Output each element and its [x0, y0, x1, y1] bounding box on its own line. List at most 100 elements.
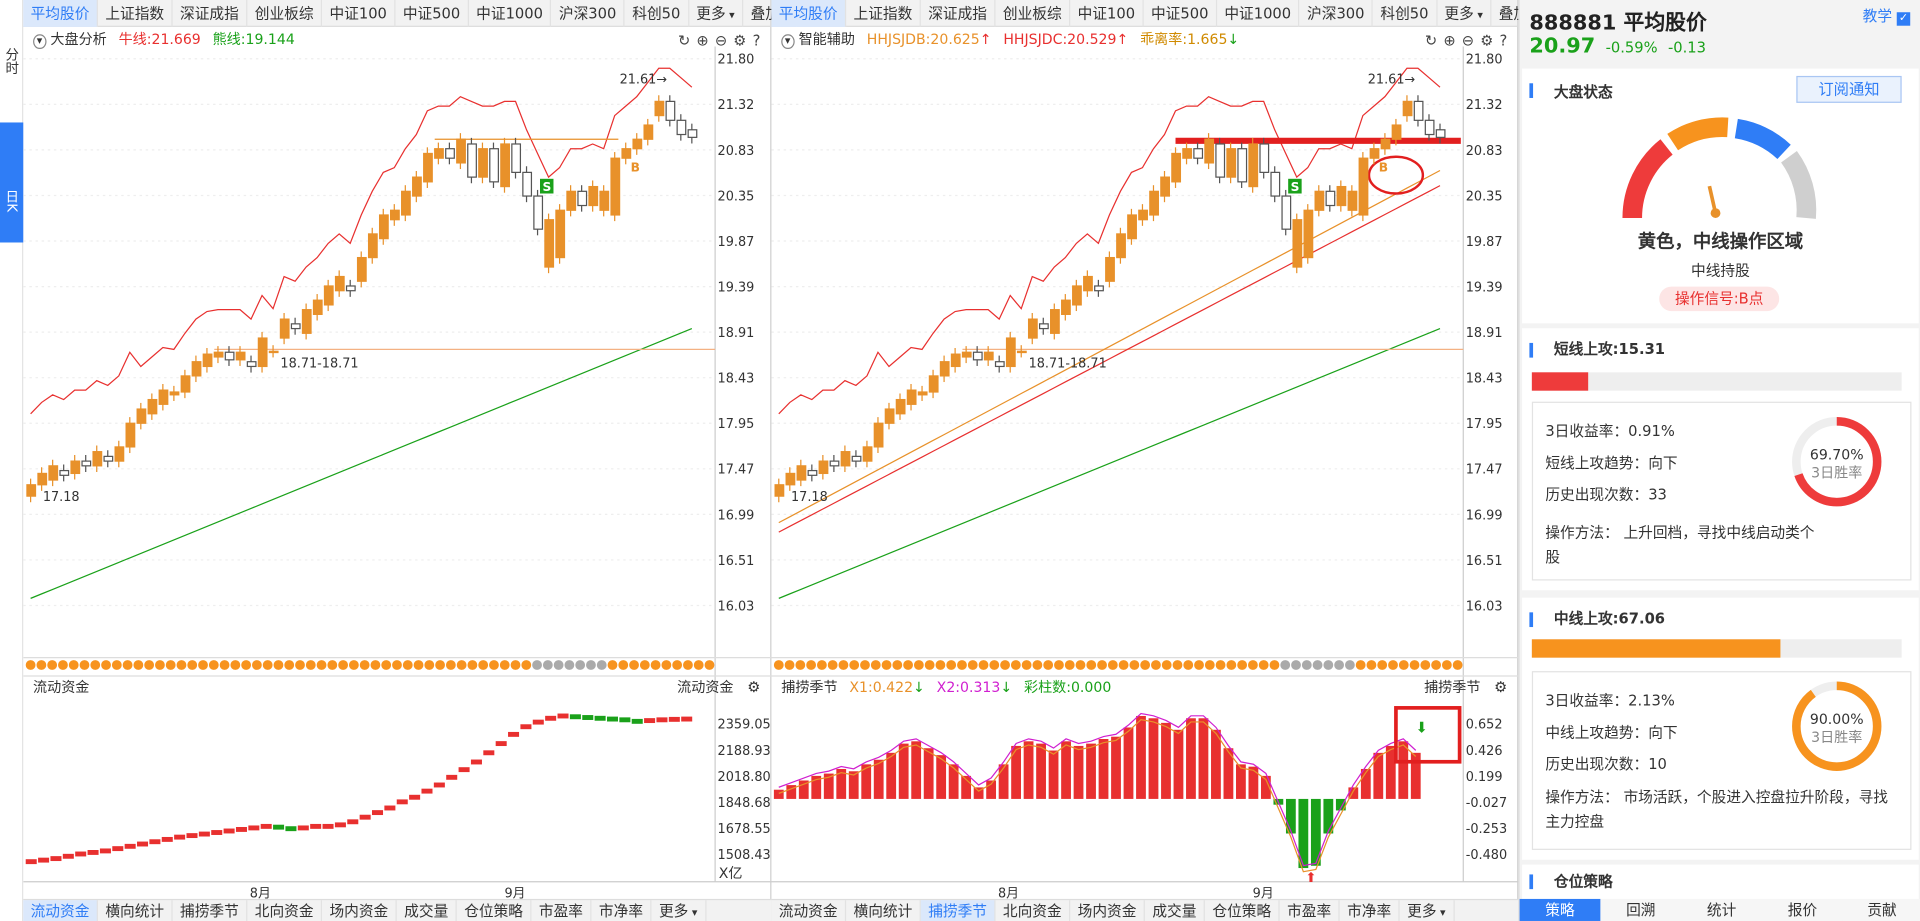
- help-icon[interactable]: ?: [1499, 31, 1508, 49]
- market-status-card: 大盘状态 订阅通知 黄色，中线操作区域 中线持股 操作信号:B点: [1522, 68, 1919, 324]
- tab-pb[interactable]: 市净率: [592, 900, 652, 921]
- tab-statistics[interactable]: 统计: [1681, 898, 1763, 921]
- tab-zz1000[interactable]: 中证1000: [469, 0, 552, 27]
- tab-season[interactable]: 捕捞季节: [173, 900, 248, 921]
- tab-horizontal-stats[interactable]: 横向统计: [98, 900, 173, 921]
- tab-position[interactable]: 仓位策略: [457, 900, 532, 921]
- gear-icon[interactable]: ⚙: [1494, 678, 1508, 696]
- tab-hs300[interactable]: 沪深300: [1300, 0, 1374, 27]
- right-chart-canvas[interactable]: 21.80 21.32 20.83 20.35 19.87 19.39 18.91 18.43…: [771, 0, 1519, 921]
- section-marker: [1529, 612, 1534, 628]
- teach-link[interactable]: 教学 ✓: [1863, 5, 1911, 26]
- sub-indicator-name-right[interactable]: 捕捞季节: [1424, 678, 1481, 696]
- sub-indicator-name[interactable]: 捕捞季节: [781, 678, 838, 696]
- tab-volume[interactable]: 成交量: [397, 900, 457, 921]
- tab-more[interactable]: 更多: [652, 900, 706, 921]
- tab-quote[interactable]: 报价: [1762, 898, 1843, 921]
- tab-horizontal-stats[interactable]: 横向统计: [846, 900, 921, 921]
- mid-attack-card: 中线上攻:67.06 3日收益率：2.13% 中线上攻趋势：向下 历史出现次数：…: [1522, 597, 1919, 860]
- tab-sh-index[interactable]: 上证指数: [846, 0, 921, 27]
- status-dot: [1452, 660, 1463, 670]
- tab-zz500[interactable]: 中证500: [1144, 0, 1217, 27]
- sub-indicator-name[interactable]: 流动资金: [33, 678, 90, 696]
- main-indicator-row: ▾ 大盘分析 牛线:21.669 熊线:19.144: [33, 27, 295, 51]
- refresh-icon[interactable]: ↻: [677, 31, 691, 49]
- tab-season[interactable]: 捕捞季节: [920, 900, 996, 921]
- fund-step: [347, 819, 359, 825]
- left-chart-canvas[interactable]: 21.80 21.32 20.83 20.35 19.87 19.39 18.91 18.43…: [23, 0, 772, 921]
- short-win-gauge: 69.70% 3日胜率: [1792, 417, 1882, 507]
- tab-pe[interactable]: 市盈率: [532, 900, 592, 921]
- tab-cyb[interactable]: 创业板综: [247, 0, 323, 27]
- status-dot: [816, 660, 827, 670]
- fund-step: [112, 846, 124, 852]
- tab-strategy[interactable]: 策略: [1519, 898, 1601, 921]
- tab-zz1000[interactable]: 中证1000: [1217, 0, 1300, 27]
- short-ret: 3日收益率：0.91%: [1545, 422, 1675, 440]
- caizhu-value: 彩柱数:0.000: [1023, 678, 1112, 696]
- tab-more[interactable]: 更多: [1400, 900, 1455, 921]
- period-fenshi[interactable]: 分时: [3, 47, 20, 75]
- gear-icon[interactable]: ⚙: [1480, 31, 1494, 49]
- tab-cyb[interactable]: 创业板综: [996, 0, 1071, 27]
- status-dot: [1291, 660, 1301, 670]
- tab-avg-price[interactable]: 平均股价: [771, 0, 847, 27]
- sub-indicator-name-right[interactable]: 流动资金: [677, 678, 734, 696]
- season-bar: [1098, 739, 1109, 799]
- tab-volume[interactable]: 成交量: [1145, 900, 1206, 921]
- tab-sz-index[interactable]: 深证成指: [173, 0, 248, 27]
- tab-contribution[interactable]: 贡献: [1842, 898, 1920, 921]
- candle: [983, 351, 994, 361]
- tab-liquidity[interactable]: 流动资金: [23, 900, 98, 921]
- status-dot: [36, 660, 47, 670]
- zoom-out-icon[interactable]: ⊖: [1461, 31, 1475, 49]
- tab-zz100[interactable]: 中证100: [1070, 0, 1144, 27]
- tab-hs300[interactable]: 沪深300: [552, 0, 625, 27]
- tab-north-fund[interactable]: 北向资金: [996, 900, 1071, 921]
- candle: [895, 398, 906, 415]
- zoom-in-icon[interactable]: ⊕: [1443, 31, 1456, 49]
- status-dot: [542, 660, 553, 670]
- zoom-out-icon[interactable]: ⊖: [714, 31, 728, 49]
- status-dot: [1107, 660, 1118, 670]
- status-dot: [1269, 660, 1280, 670]
- help-icon[interactable]: ?: [752, 31, 761, 49]
- mid-hist: 历史出现次数：10: [1545, 755, 1667, 773]
- candle: [1182, 148, 1193, 159]
- tab-position[interactable]: 仓位策略: [1205, 900, 1280, 921]
- checkbox-icon[interactable]: ✓: [1896, 12, 1911, 26]
- mid-label: 18.71-18.71: [280, 356, 358, 371]
- season-bar: [886, 752, 897, 799]
- dropdown-icon[interactable]: ▾: [781, 34, 795, 49]
- candle: [610, 157, 621, 216]
- indicator-name[interactable]: 智能辅助: [798, 30, 855, 48]
- subscribe-button[interactable]: 订阅通知: [1796, 75, 1902, 103]
- season-tick-label: 0.426: [1466, 744, 1503, 759]
- zoom-in-icon[interactable]: ⊕: [696, 31, 709, 49]
- price-tick-label: 21.80: [1466, 53, 1503, 68]
- candle: [1413, 100, 1424, 121]
- indicator-name[interactable]: 大盘分析: [50, 30, 107, 48]
- tab-north-fund[interactable]: 北向资金: [247, 900, 323, 921]
- tab-sz-index[interactable]: 深证成指: [921, 0, 996, 27]
- tab-zz500[interactable]: 中证500: [395, 0, 469, 27]
- tab-liquidity[interactable]: 流动资金: [771, 900, 847, 921]
- tab-zz100[interactable]: 中证100: [322, 0, 396, 27]
- candle: [180, 375, 191, 393]
- tab-pe[interactable]: 市盈率: [1280, 900, 1340, 921]
- tab-pb[interactable]: 市净率: [1340, 900, 1400, 921]
- tab-avg-price[interactable]: 平均股价: [23, 0, 98, 27]
- refresh-icon[interactable]: ↻: [1424, 31, 1438, 49]
- period-rik[interactable]: 日K: [0, 122, 24, 243]
- dropdown-icon[interactable]: ▾: [33, 34, 46, 49]
- tab-market-fund[interactable]: 场内资金: [1070, 900, 1146, 921]
- gear-icon[interactable]: ⚙: [747, 678, 761, 696]
- tab-backtest[interactable]: 回溯: [1600, 898, 1682, 921]
- fund-step: [520, 724, 532, 730]
- status-dot: [402, 660, 413, 670]
- tab-market-fund[interactable]: 场内资金: [322, 900, 397, 921]
- tab-sh-index[interactable]: 上证指数: [98, 0, 173, 27]
- candle: [994, 361, 1005, 368]
- gear-icon[interactable]: ⚙: [733, 31, 747, 49]
- status-dot: [1021, 660, 1032, 670]
